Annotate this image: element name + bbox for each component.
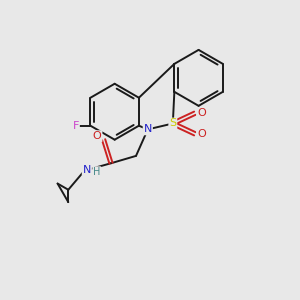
Text: S: S	[169, 118, 176, 128]
Text: N: N	[144, 124, 152, 134]
Text: H: H	[93, 167, 100, 177]
Text: O: O	[197, 108, 206, 118]
Text: N: N	[83, 165, 91, 175]
Text: F: F	[73, 121, 79, 131]
Text: O: O	[93, 131, 101, 141]
Text: O: O	[197, 129, 206, 139]
